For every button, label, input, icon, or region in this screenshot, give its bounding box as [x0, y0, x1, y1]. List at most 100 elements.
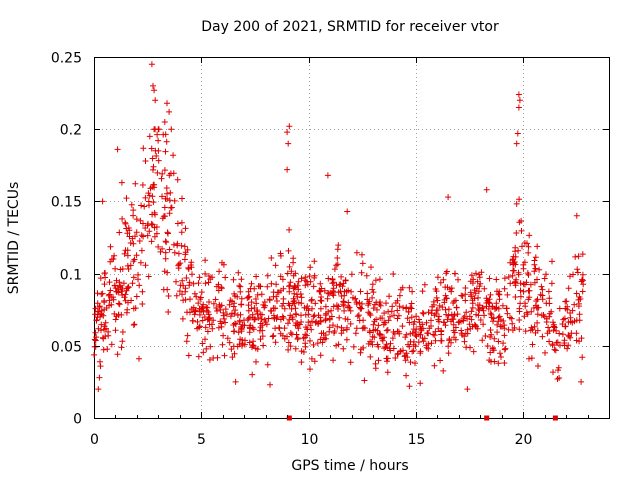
data-point	[124, 252, 131, 259]
data-point	[269, 333, 276, 340]
data-point	[119, 266, 126, 272]
data-point	[408, 314, 415, 321]
data-point	[579, 251, 586, 258]
data-point	[228, 346, 235, 353]
data-point	[390, 271, 397, 277]
data-point	[466, 313, 473, 320]
data-point	[101, 270, 108, 277]
data-point	[238, 276, 245, 283]
data-point	[521, 240, 528, 246]
data-point	[124, 247, 131, 254]
data-point	[308, 296, 315, 303]
data-point-peak	[148, 61, 155, 68]
data-point	[410, 321, 417, 328]
data-point	[307, 264, 314, 271]
data-point	[445, 343, 452, 350]
data-point	[533, 298, 540, 304]
data-point	[226, 339, 233, 346]
data-point	[254, 310, 261, 317]
data-point	[219, 259, 225, 266]
data-point	[125, 225, 132, 231]
data-point	[424, 330, 431, 337]
data-point	[214, 308, 220, 314]
data-point	[436, 313, 442, 320]
data-point-peak	[114, 146, 121, 153]
data-point	[487, 334, 494, 340]
data-point	[311, 274, 318, 281]
data-point	[468, 272, 475, 279]
data-point	[91, 351, 98, 358]
data-point	[315, 320, 322, 327]
data-point	[367, 329, 373, 336]
data-point	[517, 280, 524, 287]
data-point	[116, 279, 123, 286]
data-point	[511, 324, 518, 331]
data-point	[110, 294, 116, 301]
data-point	[352, 295, 359, 302]
data-point	[138, 232, 145, 239]
data-point-peak	[483, 186, 490, 193]
data-point	[377, 302, 384, 309]
data-point	[279, 276, 286, 283]
data-point	[270, 332, 277, 339]
data-point	[245, 294, 252, 301]
data-point	[425, 345, 432, 352]
data-point	[469, 297, 476, 304]
y-tick-label: 0.25	[51, 51, 82, 67]
data-point	[338, 324, 345, 331]
data-point	[173, 292, 180, 299]
data-point	[579, 276, 586, 283]
data-point	[235, 269, 242, 276]
data-point	[539, 292, 546, 299]
data-point	[309, 318, 315, 325]
data-point	[325, 290, 331, 296]
data-point	[379, 335, 385, 342]
data-point	[421, 335, 428, 342]
data-point	[357, 288, 364, 295]
data-point	[534, 327, 541, 334]
data-point	[573, 337, 580, 344]
data-point	[259, 333, 266, 340]
data-point	[412, 360, 418, 367]
data-point	[531, 279, 538, 286]
data-point	[205, 315, 212, 322]
data-point	[115, 300, 122, 307]
data-point	[333, 302, 340, 309]
data-point	[141, 203, 148, 210]
data-point	[161, 204, 168, 211]
data-point	[384, 326, 391, 333]
data-point	[396, 303, 403, 310]
data-point	[498, 323, 505, 330]
data-point	[202, 324, 209, 331]
data-point	[178, 229, 185, 236]
data-point	[366, 310, 373, 317]
data-point	[579, 288, 586, 295]
data-point	[384, 369, 391, 376]
data-point	[505, 326, 512, 333]
data-point	[317, 280, 324, 287]
data-point	[444, 316, 451, 323]
data-point	[539, 286, 546, 293]
data-point	[298, 275, 305, 282]
data-point	[231, 350, 238, 357]
data-point	[452, 324, 459, 331]
data-point	[317, 336, 324, 343]
data-point	[146, 202, 152, 209]
data-point	[433, 288, 440, 295]
data-point	[305, 319, 312, 326]
data-point	[226, 301, 233, 308]
data-point	[358, 346, 364, 353]
data-point	[145, 220, 151, 227]
grid-lines	[94, 57, 609, 418]
data-point	[413, 326, 420, 333]
zero-line-marker	[484, 415, 490, 421]
x-axis-ticks: 0 5 10 15 20	[90, 57, 589, 448]
data-point	[462, 291, 469, 298]
x-tick-label: 20	[515, 432, 533, 448]
data-point	[554, 339, 561, 346]
data-point	[512, 253, 519, 260]
data-point	[125, 283, 132, 290]
data-point	[234, 343, 241, 350]
data-point	[130, 212, 137, 219]
data-point	[348, 288, 355, 295]
